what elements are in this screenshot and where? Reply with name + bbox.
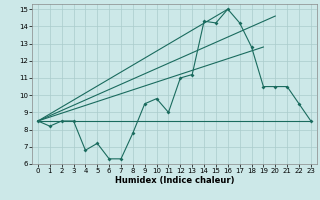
X-axis label: Humidex (Indice chaleur): Humidex (Indice chaleur) (115, 176, 234, 185)
